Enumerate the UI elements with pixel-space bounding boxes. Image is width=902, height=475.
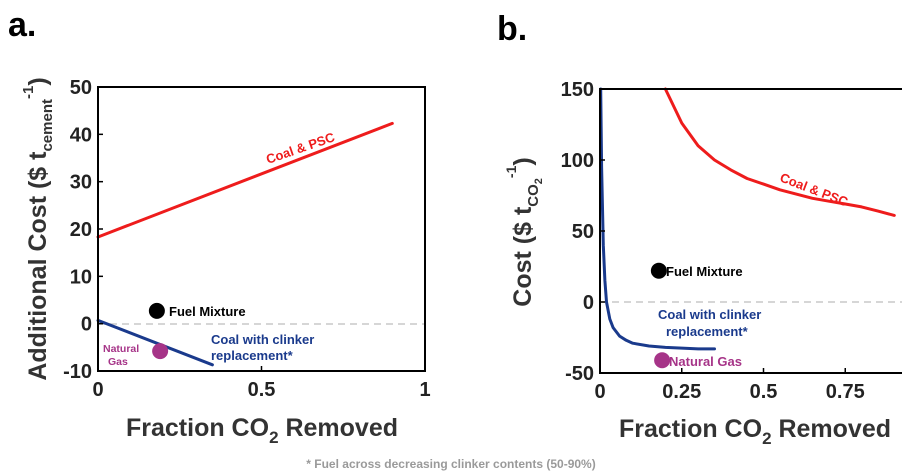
b-xtick-label-3: 0.75 (826, 381, 865, 403)
a-series-0 (96, 121, 394, 239)
a-series-1 (96, 318, 214, 367)
b-natural-gas-label: Natural Gas (669, 354, 742, 369)
a-ytick-label-4: 30 (70, 172, 92, 194)
panel-a-y-axis-label: Additional Cost ($ tcement-1) (20, 77, 56, 380)
panel-a-x-axis-label: Fraction CO2 Removed (126, 414, 398, 447)
a-ytick-label-1: 0 (81, 314, 92, 336)
a-xtick-label-1: 0.5 (248, 379, 276, 401)
a-point-1 (152, 343, 169, 360)
b-series-1 (599, 87, 716, 351)
b-ytick-label-0: -50 (565, 363, 594, 385)
b-xtick-label-2: 0.5 (750, 381, 778, 403)
a-natural-gas-label-2: Gas (108, 356, 128, 368)
b-ytick-label-3: 100 (561, 150, 594, 172)
a-xtick-label-2: 1 (419, 379, 430, 401)
panel-b-y-axis-label: Cost ($ tCO2-1) (503, 157, 545, 306)
panel-a-label: a. (8, 6, 36, 44)
b-clinker-label-2: replacement* (666, 324, 749, 339)
b-fuel-mixture-label: Fuel Mixture (666, 264, 743, 279)
panel-b-axes-box (599, 88, 902, 374)
footnote: * Fuel across decreasing clinker content… (306, 457, 595, 471)
b-xtick-label-1: 0.25 (662, 381, 701, 403)
b-point-0 (650, 262, 667, 279)
a-ytick-label-5: 40 (70, 124, 92, 146)
b-xtick-label-0: 0 (594, 381, 605, 403)
b-ytick-label-2: 50 (572, 221, 594, 243)
panel-b-label: b. (497, 10, 527, 48)
b-clinker-label-1: Coal with clinker (658, 307, 761, 322)
b-series-0 (663, 87, 896, 217)
a-ytick-label-3: 20 (70, 219, 92, 241)
a-clinker-label-1: Coal with clinker (211, 332, 314, 347)
panel-b-x-axis-label: Fraction CO2 Removed (619, 415, 891, 448)
a-ytick-label-2: 10 (70, 266, 92, 288)
b-ytick-label-1: 0 (583, 292, 594, 314)
a-clinker-label-2: replacement* (211, 348, 294, 363)
b-coal-psc-label: Coal & PSC (778, 170, 851, 210)
a-natural-gas-label-1: Natural (103, 343, 139, 355)
a-fuel-mixture-label: Fuel Mixture (169, 304, 246, 319)
a-point-0 (148, 302, 165, 319)
a-ytick-label-0: -10 (63, 361, 92, 383)
b-point-1 (654, 352, 671, 369)
a-xtick-label-0: 0 (92, 379, 103, 401)
b-ytick-label-4: 150 (561, 79, 594, 101)
a-ytick-label-6: 50 (70, 77, 92, 99)
